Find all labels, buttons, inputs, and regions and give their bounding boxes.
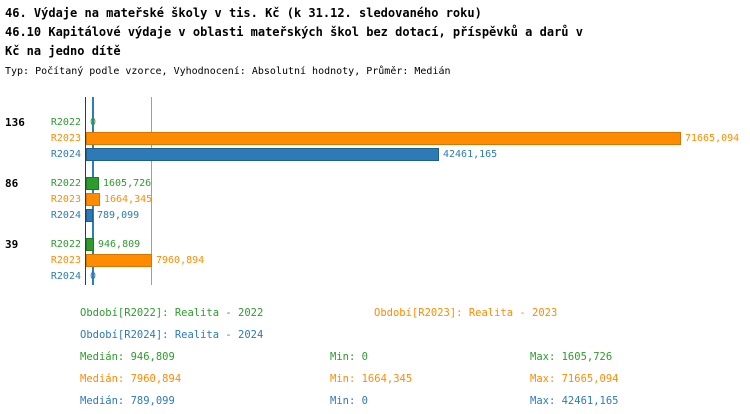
bar-value-label: 1605,726 [103, 178, 152, 189]
legend-item-r2023: Období[R2023]: Realita - 2023 [374, 307, 558, 319]
bar-value-label: 7960,894 [156, 255, 205, 266]
stat-median-r2022: Medián: 946,809 [80, 351, 175, 363]
series-label-r2023: R2023 [50, 133, 81, 144]
chart-type-info: Typ: Počítaný podle vzorce, Vyhodnocení:… [5, 66, 451, 77]
bar-value-label: 1664,345 [104, 194, 153, 205]
series-label-r2024: R2024 [50, 271, 81, 282]
stat-min-r2022: Min: 0 [330, 351, 368, 363]
page-title-line-2: 46.10 Kapitálové výdaje v oblasti mateřs… [5, 25, 583, 39]
stat-min-r2023: Min: 1664,345 [330, 373, 413, 385]
bar-r2024 [86, 209, 93, 222]
page-title-line-3: Kč na jedno dítě [5, 44, 121, 58]
bar-value-label: 946,809 [98, 239, 141, 250]
stat-max-r2024: Max: 42461,165 [530, 395, 619, 407]
group-label: 86 [5, 177, 19, 190]
series-label-r2022: R2022 [50, 178, 81, 189]
header: 46. Výdaje na mateřské školy v tis. Kč (… [5, 4, 583, 77]
series-label-r2023: R2023 [50, 194, 81, 205]
series-label-r2024: R2024 [50, 210, 81, 221]
stat-max-r2022: Max: 1605,726 [530, 351, 613, 363]
bar-r2024 [86, 148, 439, 161]
series-label-r2024: R2024 [50, 149, 81, 160]
bar-value-label: 0 [90, 117, 97, 128]
bar-value-label: 42461,165 [443, 149, 498, 160]
stat-max-r2023: Max: 71665,094 [530, 373, 619, 385]
group-label: 39 [5, 238, 19, 251]
group-label: 136 [5, 116, 25, 129]
bar-r2023 [86, 193, 100, 206]
bar-value-label: 71665,094 [685, 133, 740, 144]
page-title-line-1: 46. Výdaje na mateřské školy v tis. Kč (… [5, 6, 482, 20]
bar-r2022 [86, 238, 94, 251]
stat-median-r2024: Medián: 789,099 [80, 395, 175, 407]
series-label-r2022: R2022 [50, 117, 81, 128]
bar-r2023 [86, 132, 681, 145]
y-axis-line [85, 97, 86, 285]
legend-item-r2022: Období[R2022]: Realita - 2022 [80, 307, 264, 319]
legend-item-r2024: Období[R2024]: Realita - 2024 [80, 329, 264, 341]
series-label-r2022: R2022 [50, 239, 81, 250]
median-line-r2024 [92, 97, 93, 285]
bar-r2023 [86, 254, 152, 267]
series-label-r2023: R2023 [50, 255, 81, 266]
stat-median-r2023: Medián: 7960,894 [80, 373, 182, 385]
bar-value-label: 789,099 [97, 210, 140, 221]
bar-r2022 [86, 177, 99, 190]
median-line-r2023 [151, 97, 152, 285]
bar-value-label: 0 [90, 271, 97, 282]
median-line-r2022 [93, 97, 94, 285]
stat-min-r2024: Min: 0 [330, 395, 368, 407]
bar-chart: 136 R2022 0 R2023 71665,094 R2024 42461,165 86 R… [0, 97, 750, 285]
